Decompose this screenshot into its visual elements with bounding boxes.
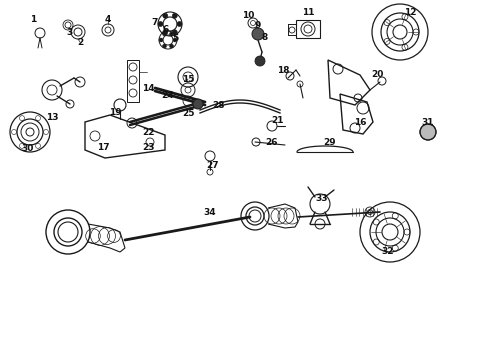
Text: 18: 18 bbox=[277, 66, 289, 75]
Circle shape bbox=[159, 38, 163, 42]
Text: 28: 28 bbox=[212, 100, 224, 109]
Text: 19: 19 bbox=[109, 108, 122, 117]
Text: 25: 25 bbox=[182, 108, 194, 117]
Text: 31: 31 bbox=[422, 117, 434, 126]
Circle shape bbox=[163, 44, 167, 48]
Text: 32: 32 bbox=[382, 248, 394, 256]
Text: 7: 7 bbox=[152, 18, 158, 27]
Text: 15: 15 bbox=[182, 75, 194, 84]
Text: 9: 9 bbox=[255, 21, 261, 30]
Text: 29: 29 bbox=[324, 138, 336, 147]
Circle shape bbox=[193, 99, 203, 109]
Circle shape bbox=[170, 32, 173, 36]
Text: 34: 34 bbox=[204, 207, 216, 216]
Circle shape bbox=[158, 22, 163, 27]
Text: 10: 10 bbox=[242, 10, 254, 19]
Text: 23: 23 bbox=[142, 143, 154, 152]
Circle shape bbox=[163, 30, 168, 35]
Text: 24: 24 bbox=[162, 90, 174, 99]
Text: 14: 14 bbox=[142, 84, 154, 93]
Circle shape bbox=[163, 13, 168, 18]
Circle shape bbox=[172, 30, 177, 35]
Text: 17: 17 bbox=[97, 143, 109, 152]
Text: 1: 1 bbox=[30, 14, 36, 23]
Text: 22: 22 bbox=[142, 127, 154, 136]
Text: 12: 12 bbox=[404, 8, 416, 17]
Text: 4: 4 bbox=[105, 14, 111, 23]
Circle shape bbox=[420, 124, 436, 140]
Circle shape bbox=[177, 22, 182, 27]
Text: 26: 26 bbox=[266, 138, 278, 147]
Text: 2: 2 bbox=[77, 37, 83, 46]
Text: 30: 30 bbox=[22, 144, 34, 153]
Text: 33: 33 bbox=[316, 194, 328, 202]
Text: 27: 27 bbox=[207, 161, 220, 170]
Circle shape bbox=[172, 13, 177, 18]
Circle shape bbox=[170, 44, 173, 48]
Text: 6: 6 bbox=[163, 24, 169, 33]
Text: 11: 11 bbox=[302, 8, 314, 17]
Text: 20: 20 bbox=[371, 69, 383, 78]
Text: 13: 13 bbox=[46, 112, 58, 122]
Text: 21: 21 bbox=[272, 116, 284, 125]
Text: 3: 3 bbox=[66, 27, 72, 36]
Text: 5: 5 bbox=[172, 33, 178, 42]
Circle shape bbox=[255, 56, 265, 66]
Circle shape bbox=[163, 32, 167, 36]
Text: 16: 16 bbox=[354, 117, 366, 126]
Circle shape bbox=[173, 38, 177, 42]
Text: 8: 8 bbox=[262, 32, 268, 41]
Circle shape bbox=[252, 28, 264, 40]
